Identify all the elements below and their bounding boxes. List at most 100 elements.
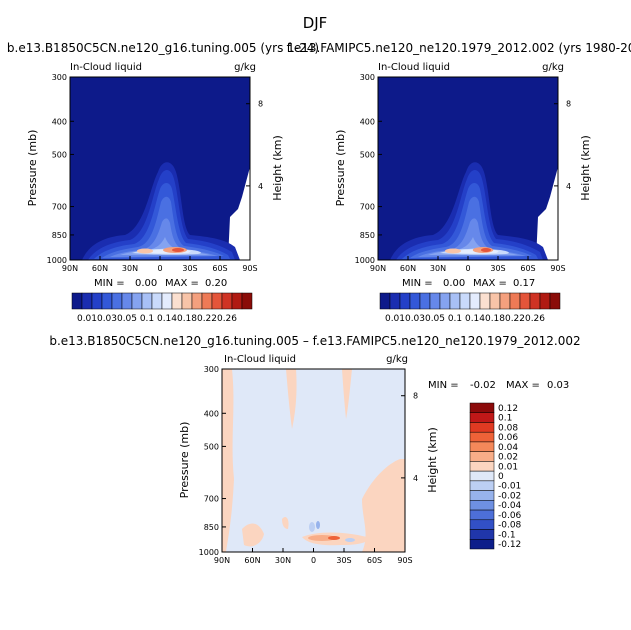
colorbar-swatch	[409, 292, 421, 310]
axis-ticks: 90N 60N 30N 0 30S 60S 90S 300 400 500 700 850 1000 8 4	[47, 73, 263, 273]
y-axis-label-right: Height (km)	[579, 135, 592, 201]
y-tick-label: 700	[204, 495, 219, 504]
colorbar-label: 0.01	[385, 314, 405, 324]
colorbar-label: 0.04	[498, 443, 518, 453]
colorbar-swatch	[509, 292, 521, 310]
colorbar-swatch	[181, 292, 193, 310]
colorbar-swatch	[529, 292, 541, 310]
y-tick-label: 500	[204, 442, 219, 451]
positive-region-5	[242, 523, 264, 547]
min-value: 0.00	[135, 278, 157, 289]
x-tick-label: 30N	[275, 556, 291, 565]
colorbar-swatch	[469, 431, 495, 443]
colorbar-swatch	[81, 292, 93, 310]
colorbar-swatch	[539, 292, 551, 310]
colorbar-swatch	[141, 292, 153, 310]
y-axis-label: Pressure (mb)	[334, 130, 347, 207]
colorbar-label: -0.08	[498, 521, 522, 531]
colorbar-swatch	[161, 292, 173, 310]
colorbar-label: 0.05	[425, 314, 445, 324]
colorbar-label: 0.14	[157, 314, 177, 324]
y-right-tick-label: 8	[566, 100, 571, 109]
axis-ticks: 90N 60N 30N 0 30S 60S 90S 300 400 500 700 850 1000 8 4	[355, 73, 571, 273]
colorbar-swatch	[469, 441, 495, 452]
y-tick-label: 700	[360, 203, 375, 212]
x-tick-label: 30S	[336, 556, 351, 565]
negative-region-1	[309, 522, 315, 532]
colorbar-label: 0.18	[177, 314, 197, 324]
x-tick-label: 90N	[62, 264, 78, 273]
colorbar-swatch	[419, 292, 431, 310]
y-right-tick-label: 8	[413, 392, 418, 401]
colorbar-swatch	[549, 292, 561, 310]
colorbar-swatch	[469, 500, 495, 511]
colorbar-swatch	[131, 292, 143, 310]
y-tick-label: 400	[52, 117, 67, 126]
min-value: -0.02	[470, 380, 496, 391]
panel-title: f.e13.FAMIPC5.ne120_ne120.1979_2012.002 …	[287, 41, 631, 55]
colorbar-swatch	[211, 292, 223, 310]
y-tick-label: 850	[360, 231, 375, 240]
colorbar-label: 0.06	[498, 433, 518, 443]
positive-region-1	[222, 369, 234, 552]
colorbar: 0.120.10.080.060.040.020.010-0.01-0.02-0…	[469, 402, 522, 550]
units-label: g/kg	[542, 62, 564, 73]
y-tick-label: 300	[360, 73, 375, 82]
contour-level-5	[418, 218, 526, 257]
min-label: MIN =	[428, 380, 459, 391]
colorbar-swatch	[469, 402, 495, 413]
colorbar-label: 0.02	[498, 453, 518, 463]
colorbar-swatch	[101, 292, 113, 310]
colorbar-swatch	[449, 292, 461, 310]
positive-region-2	[286, 369, 297, 429]
max-value: 0.17	[513, 278, 535, 289]
colorbar: 0.01 0.03 0.05 0.1 0.14 0.18 0.22 0.26	[71, 292, 253, 324]
colorbar-swatch	[121, 292, 133, 310]
colorbar-label: 0.1	[140, 314, 154, 324]
topography-mask	[228, 167, 250, 260]
field-label: In-Cloud liquid	[378, 62, 450, 73]
y-tick-label: 1000	[199, 548, 219, 557]
colorbar-label: 0.26	[525, 314, 545, 324]
colorbar-label: 0.1	[448, 314, 462, 324]
y-tick-label: 1000	[47, 256, 67, 265]
x-tick-label: 90S	[550, 264, 565, 273]
x-tick-label: 90S	[242, 264, 257, 273]
min-label: MIN =	[402, 278, 433, 289]
colorbar-swatch	[429, 292, 441, 310]
plot-area	[70, 77, 250, 260]
x-tick-label: 60N	[244, 556, 260, 565]
colorbar-swatch	[91, 292, 103, 310]
colorbar-swatch	[469, 509, 495, 521]
colorbar-swatch	[399, 292, 411, 310]
colorbar-swatch	[469, 519, 495, 530]
figure-title: DJF	[303, 14, 328, 32]
y-axis-label: Pressure (mb)	[178, 422, 191, 499]
positive-region-6	[282, 517, 289, 529]
positive-maximum	[328, 536, 340, 540]
colorbar-swatch	[469, 480, 495, 491]
plot-area	[378, 77, 558, 260]
units-label: g/kg	[386, 354, 408, 365]
colorbar-label: 0.03	[97, 314, 117, 324]
y-tick-label: 500	[360, 150, 375, 159]
y-axis-label: Pressure (mb)	[26, 130, 39, 207]
topography-mask	[536, 167, 558, 260]
colorbar-swatch	[469, 422, 495, 433]
max-label: MAX =	[473, 278, 507, 289]
x-tick-label: 90N	[370, 264, 386, 273]
negative-region-2	[316, 521, 320, 529]
y-tick-label: 300	[52, 73, 67, 82]
y-tick-label: 850	[204, 523, 219, 532]
x-tick-label: 60N	[400, 264, 416, 273]
x-tick-label: 30N	[122, 264, 138, 273]
max-value: 0.20	[205, 278, 227, 289]
colorbar-swatch	[469, 461, 495, 472]
panel-title: b.e13.B1850C5CN.ne120_g16.tuning.005 – f…	[49, 334, 580, 348]
min-label: MIN =	[94, 278, 125, 289]
x-tick-label: 0	[311, 556, 316, 565]
y-right-tick-label: 8	[258, 100, 263, 109]
field-label: In-Cloud liquid	[70, 62, 142, 73]
colorbar: 0.01 0.03 0.05 0.1 0.14 0.18 0.22 0.26	[379, 292, 561, 324]
x-tick-label: 60N	[92, 264, 108, 273]
